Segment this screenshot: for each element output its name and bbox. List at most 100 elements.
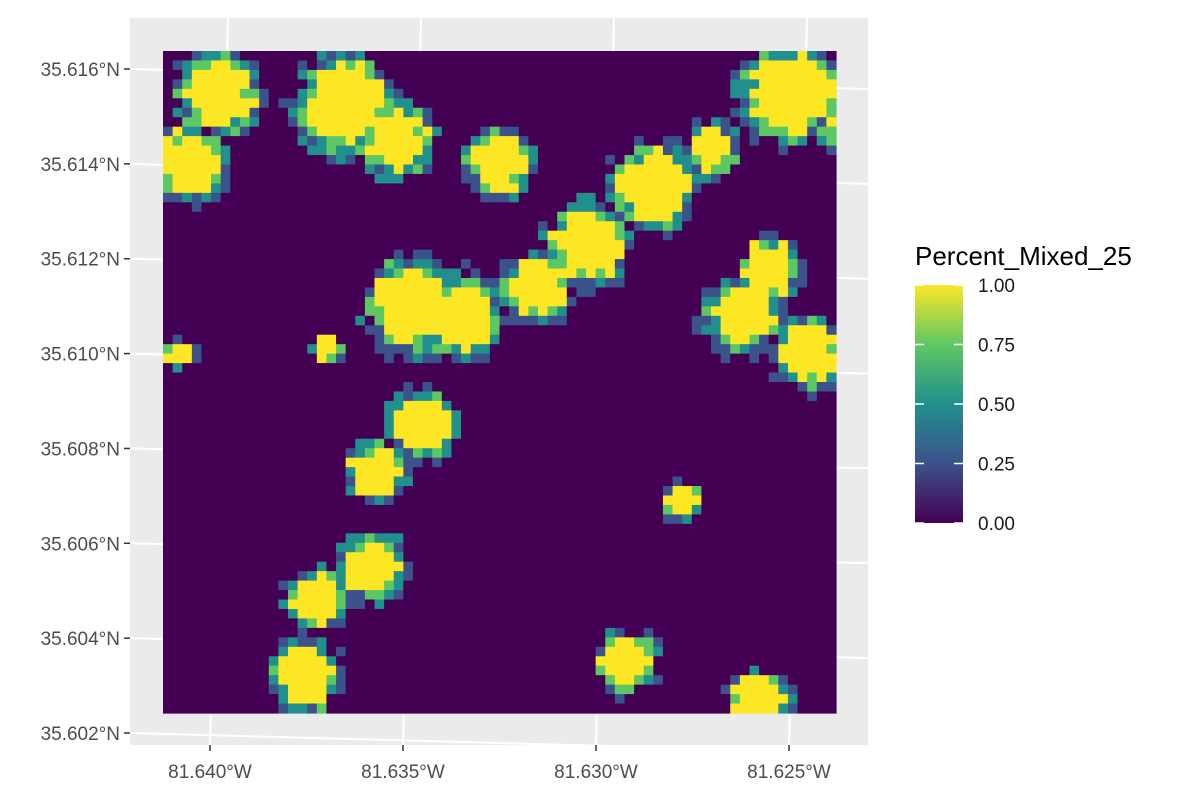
raster-cell [345, 552, 356, 563]
raster-cell [191, 514, 203, 525]
raster-cell [662, 363, 674, 374]
raster-cell [297, 363, 308, 374]
raster-cell [393, 486, 404, 497]
raster-cell [278, 155, 289, 166]
raster-cell [307, 590, 318, 601]
raster-cell [807, 221, 818, 232]
raster-cell [326, 306, 337, 317]
raster-cell [528, 486, 539, 497]
raster-cell [230, 268, 241, 279]
raster-cell [470, 552, 481, 563]
raster-cell [441, 457, 453, 468]
raster-cell [768, 486, 779, 497]
raster-cell [239, 107, 251, 118]
raster-cell [163, 476, 174, 487]
raster-cell [701, 571, 712, 582]
raster-cell [403, 504, 414, 515]
raster-cell [451, 221, 462, 232]
raster-cell [749, 230, 760, 241]
raster-cell [643, 665, 654, 676]
raster-cell [653, 608, 664, 620]
raster-cell [336, 69, 347, 80]
raster-cell [586, 60, 597, 71]
raster-cell [711, 155, 722, 166]
raster-cell [336, 627, 347, 638]
raster-cell [355, 183, 366, 194]
raster-cell [374, 363, 385, 374]
raster-cell [201, 277, 212, 289]
raster-cell [470, 155, 481, 166]
raster-cell [182, 391, 193, 402]
raster-cell [653, 410, 664, 421]
raster-cell [711, 240, 722, 251]
raster-cell [672, 599, 683, 610]
raster-cell [653, 382, 664, 393]
raster-cell [355, 249, 366, 260]
raster-cell [384, 315, 395, 326]
raster-cell [787, 599, 799, 610]
raster-cell [182, 296, 193, 307]
raster-cell [518, 457, 529, 468]
raster-cell [768, 476, 779, 487]
raster-cell [172, 259, 183, 270]
raster-cell [287, 533, 299, 544]
raster-cell [624, 277, 635, 289]
raster-cell [749, 259, 760, 270]
raster-cell [268, 334, 279, 345]
raster-cell [451, 599, 462, 610]
raster-cell [326, 344, 337, 355]
raster-cell [797, 240, 808, 251]
raster-cell [720, 646, 731, 657]
raster-cell [614, 136, 626, 147]
raster-cell [461, 173, 472, 184]
raster-cell [807, 590, 818, 601]
raster-cell [163, 155, 174, 166]
raster-cell [778, 98, 789, 109]
raster-cell [441, 419, 453, 430]
raster-cell [711, 183, 722, 194]
raster-cell [307, 561, 318, 572]
raster-cell [441, 608, 453, 620]
raster-cell [441, 183, 453, 194]
raster-cell [711, 164, 722, 175]
raster-cell [230, 542, 241, 553]
raster-cell [259, 684, 270, 695]
raster-cell [605, 136, 616, 147]
raster-cell [518, 202, 529, 213]
raster-cell [711, 88, 722, 99]
raster-cell [614, 315, 626, 326]
raster-cell [211, 476, 222, 487]
raster-cell [191, 211, 203, 222]
raster-cell [220, 192, 231, 203]
raster-cell [191, 571, 203, 582]
raster-cell [489, 457, 501, 468]
raster-cell [268, 533, 279, 544]
raster-cell [239, 400, 251, 411]
raster-cell [711, 486, 722, 497]
raster-cell [278, 590, 289, 601]
raster-cell [624, 183, 635, 194]
raster-cell [441, 249, 453, 260]
raster-cell [787, 618, 799, 629]
raster-cell [711, 306, 722, 317]
raster-cell [557, 504, 568, 515]
raster-cell [307, 476, 318, 487]
raster-cell [547, 467, 558, 478]
raster-cell [682, 306, 693, 317]
raster-cell [807, 117, 818, 128]
raster-cell [787, 183, 799, 194]
raster-cell [509, 98, 520, 109]
raster-cell [662, 382, 674, 393]
raster-cell [278, 410, 289, 421]
raster-cell [470, 372, 481, 383]
raster-cell [336, 88, 347, 99]
raster-cell [643, 268, 654, 279]
raster-cell [720, 183, 731, 194]
raster-cell [220, 164, 231, 175]
raster-cell [787, 325, 799, 336]
raster-cell [807, 438, 818, 449]
raster-cell [566, 486, 578, 497]
raster-cell [172, 410, 183, 421]
raster-cell [191, 325, 203, 336]
raster-cell [586, 315, 597, 326]
